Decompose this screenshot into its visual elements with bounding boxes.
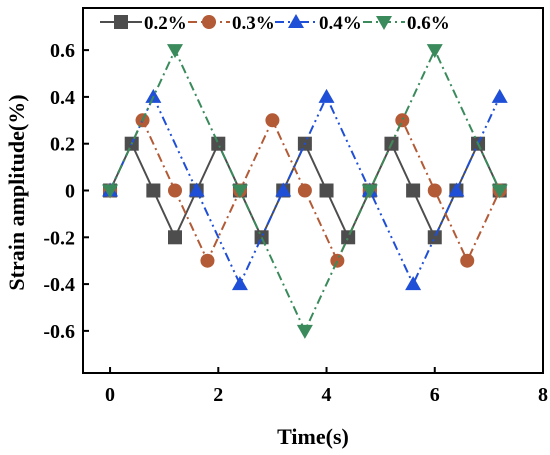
- y-tick-label: -0.2: [43, 227, 75, 249]
- x-axis-title: Time(s): [277, 424, 349, 449]
- legend-label: 0.6%: [407, 13, 450, 34]
- series-2: [102, 88, 508, 291]
- data-point: [200, 253, 215, 268]
- y-tick-label: -0.6: [43, 321, 75, 343]
- data-point: [231, 276, 248, 291]
- data-point: [296, 324, 313, 339]
- legend-item: 0.6%: [363, 13, 450, 34]
- data-point: [265, 113, 280, 128]
- data-point: [491, 88, 508, 103]
- data-point: [318, 88, 335, 103]
- data-point: [395, 113, 410, 128]
- data-point: [188, 182, 205, 197]
- data-point: [167, 44, 183, 59]
- series-1: [103, 113, 507, 268]
- data-point: [275, 182, 292, 197]
- data-point: [491, 184, 508, 199]
- data-point: [427, 230, 442, 245]
- series-3: [102, 44, 508, 339]
- y-tick-label: 0.2: [50, 134, 75, 156]
- data-point: [254, 230, 269, 245]
- x-tick-label: 2: [213, 384, 223, 406]
- legend-label: 0.3%: [232, 13, 275, 34]
- data-point: [426, 44, 443, 59]
- data-point: [427, 183, 442, 198]
- legend-marker: [202, 15, 216, 29]
- data-point: [146, 183, 161, 198]
- legend-marker: [114, 15, 128, 29]
- legend-item: 0.2%: [100, 13, 187, 34]
- y-tick-label: -0.4: [43, 274, 75, 296]
- legend: 0.2% 0.3% 0.4% 0.6%: [100, 13, 450, 34]
- data-point: [460, 253, 475, 268]
- y-tick-label: 0: [65, 181, 75, 203]
- data-point: [168, 230, 182, 245]
- data-point: [330, 253, 345, 268]
- x-tick-label: 6: [430, 384, 440, 406]
- series-layer: [102, 44, 508, 339]
- data-point: [448, 182, 465, 197]
- data-point: [319, 183, 334, 198]
- legend-label: 0.2%: [144, 13, 187, 34]
- series-line: [109, 94, 501, 287]
- legend-item: 0.3%: [188, 13, 275, 34]
- data-point: [145, 88, 162, 103]
- x-tick-label: 4: [322, 384, 332, 406]
- legend-marker: [288, 14, 304, 28]
- data-point: [405, 276, 422, 291]
- y-tick-label: 0.6: [50, 40, 75, 62]
- x-tick-label: 0: [105, 384, 115, 406]
- data-point: [341, 230, 356, 245]
- legend-item: 0.4%: [275, 13, 362, 34]
- y-tick-label: 0.4: [50, 87, 75, 109]
- data-point: [168, 183, 182, 198]
- data-point: [361, 184, 378, 199]
- data-point: [297, 183, 312, 198]
- x-tick-label: 8: [538, 384, 548, 406]
- ticks-layer: 0 2 4 6 8 -0.6 -0.4 -0.2 0 0.2 0.4 0.6: [43, 40, 548, 406]
- legend-marker: [376, 16, 392, 30]
- legend-label: 0.4%: [319, 13, 362, 34]
- data-point: [231, 184, 248, 199]
- data-point: [406, 183, 421, 198]
- data-point: [102, 184, 119, 199]
- data-point: [211, 136, 226, 151]
- y-axis-title: Strain amplitude(%): [4, 94, 29, 290]
